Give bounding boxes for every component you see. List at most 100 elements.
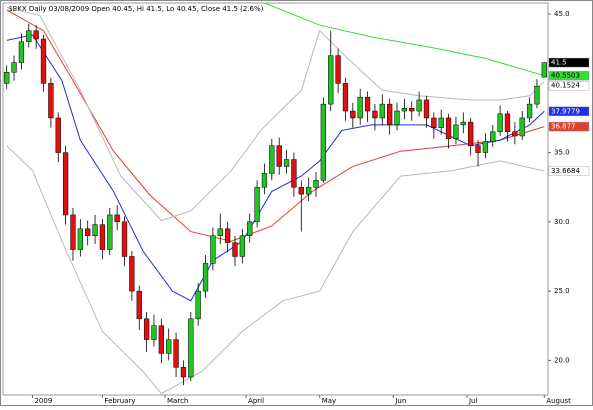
candle-body xyxy=(180,367,187,378)
plot-area xyxy=(2,2,549,396)
candle-body xyxy=(394,110,400,126)
candle-body xyxy=(357,96,363,119)
candle-body xyxy=(298,186,304,195)
candle-body xyxy=(512,131,518,137)
candle-body xyxy=(438,117,444,128)
x-tick-label: 2009 xyxy=(34,397,52,405)
indicator-line xyxy=(6,6,545,222)
candle-body xyxy=(497,113,503,133)
x-tick-label: Jun xyxy=(394,397,406,405)
candle-body xyxy=(276,145,282,167)
price-tag xyxy=(548,166,590,176)
indicator-line xyxy=(264,2,545,77)
candle-body xyxy=(342,83,349,112)
candle-body xyxy=(320,103,327,181)
candle-body xyxy=(136,290,142,320)
candle-body xyxy=(232,242,238,257)
candle-body xyxy=(195,290,201,320)
price-tag xyxy=(548,57,590,68)
price-tag-label: 37.9779 xyxy=(551,107,580,115)
y-tick-label: 20.0 xyxy=(554,356,570,364)
candle-body xyxy=(460,121,466,126)
candle-body xyxy=(217,228,223,236)
candle-body xyxy=(409,108,415,112)
y-tick-label: 35.0 xyxy=(554,149,570,157)
y-tick-label: 30.0 xyxy=(554,218,570,226)
candle-body xyxy=(121,221,128,257)
candle-body xyxy=(158,325,164,354)
chart-title: $BKX Daily 03/08/2009 Open 40.45, Hi 41.… xyxy=(8,5,264,13)
price-tag-label: 41.5 xyxy=(551,59,567,67)
candle-body xyxy=(269,145,275,174)
candle-body xyxy=(151,325,157,340)
candle-body xyxy=(328,55,334,105)
candle-body xyxy=(387,103,393,126)
candle-body xyxy=(202,263,209,292)
candle-body xyxy=(468,121,474,146)
price-tag xyxy=(548,121,590,132)
candle-body xyxy=(541,62,547,78)
price-tag-label: 40.5503 xyxy=(551,72,580,80)
candle-body xyxy=(291,159,297,188)
x-tick-label: April xyxy=(248,397,264,405)
price-tag-label: 33.6684 xyxy=(551,167,580,175)
candle-body xyxy=(40,38,47,84)
candle-body xyxy=(85,228,91,236)
candle-body xyxy=(188,318,194,378)
candle-body xyxy=(379,103,385,119)
candle-body xyxy=(504,113,511,133)
candle-body xyxy=(210,235,216,264)
candle-body xyxy=(445,117,452,139)
candle-body xyxy=(11,62,17,73)
candle-body xyxy=(92,224,98,236)
y-tick-label: 45.0 xyxy=(554,10,570,18)
price-tag xyxy=(548,106,590,117)
candle-body xyxy=(519,117,525,137)
candle-body xyxy=(254,186,260,223)
candle-body xyxy=(416,99,422,112)
candle-body xyxy=(335,55,341,84)
candle-body xyxy=(114,214,120,223)
candle-body xyxy=(261,173,268,188)
price-tag-label: 40.1524 xyxy=(551,82,580,90)
candle-body xyxy=(173,339,179,368)
candle-body xyxy=(62,152,69,216)
candle-body xyxy=(18,41,25,63)
candle-body xyxy=(166,339,172,354)
candle-body xyxy=(305,186,312,195)
x-tick-label: May xyxy=(322,397,336,405)
candle-body xyxy=(107,214,113,250)
candle-body xyxy=(224,228,231,243)
y-tick-label: 25.0 xyxy=(554,287,570,295)
price-tag-label: 36.877 xyxy=(551,123,576,131)
x-tick-label: March xyxy=(167,397,188,405)
candle-body xyxy=(239,235,246,257)
price-tag xyxy=(548,81,590,91)
x-tick-label: August xyxy=(546,397,571,405)
candle-body xyxy=(364,96,371,112)
candle-body xyxy=(143,318,150,340)
candle-body xyxy=(4,72,10,84)
candle-body xyxy=(99,224,106,250)
x-tick-label: February xyxy=(104,397,135,405)
indicator-line xyxy=(6,145,545,395)
candle-body xyxy=(313,180,319,188)
candle-body xyxy=(55,117,61,153)
candle-body xyxy=(247,221,253,236)
candle-body xyxy=(33,30,39,40)
candle-body xyxy=(482,141,489,153)
candle-body xyxy=(350,110,356,119)
candle-body xyxy=(283,159,290,167)
candle-body xyxy=(401,108,408,112)
candle-body xyxy=(475,145,481,153)
candle-body xyxy=(453,124,459,139)
candle-body xyxy=(431,117,437,128)
candle-body xyxy=(490,131,496,142)
price-tag xyxy=(548,71,590,81)
candle-body xyxy=(534,85,540,105)
candle-body xyxy=(26,30,32,43)
candle-body xyxy=(48,83,54,119)
